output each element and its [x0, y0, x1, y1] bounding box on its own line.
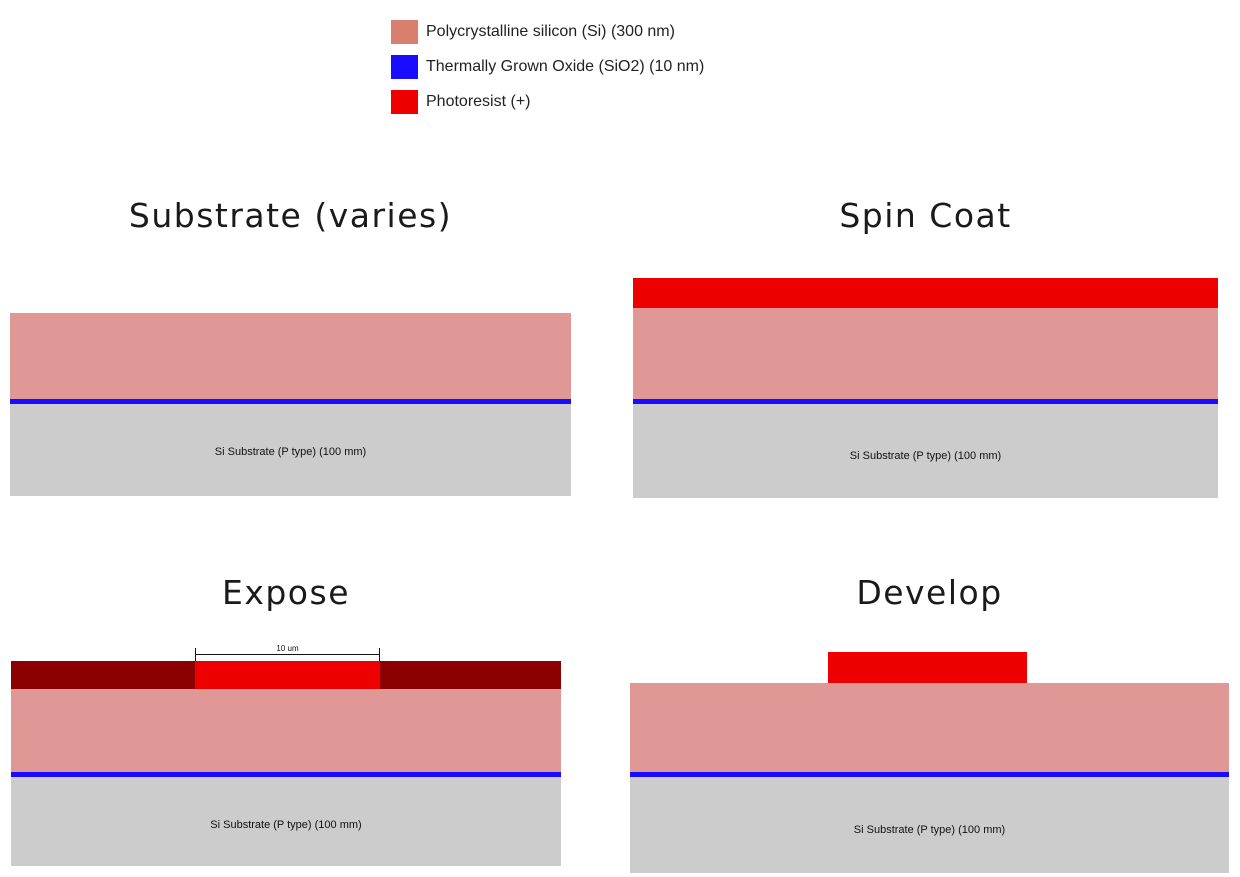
si-substrate [11, 777, 561, 866]
panel-title-expose: Expose [221, 573, 350, 612]
dimension-line [195, 654, 380, 655]
developed-photoresist [828, 652, 1027, 683]
oxide-layer [10, 399, 571, 404]
substrate-label: Si Substrate (P type) (100 mm) [849, 450, 1002, 462]
legend-label-polysilicon: Polycrystalline silicon (Si) (300 nm) [426, 23, 675, 40]
oxide-layer [633, 399, 1218, 404]
polysilicon-layer [10, 313, 571, 399]
si-substrate [633, 404, 1218, 498]
oxide-swatch [391, 55, 418, 79]
exposed-photoresist-left [11, 661, 195, 689]
substrate-label: Si Substrate (P type) (100 mm) [853, 824, 1006, 836]
photoresist-layer [633, 278, 1218, 308]
dimension-tick-right [379, 648, 380, 661]
polysilicon-layer [11, 689, 561, 772]
panel-title-substrate: Substrate (varies) [128, 196, 453, 235]
si-substrate [630, 777, 1229, 873]
panel-title-spin-coat: Spin Coat [839, 196, 1012, 235]
polysilicon-layer [630, 683, 1229, 772]
legend-label-oxide: Thermally Grown Oxide (SiO2) (10 nm) [426, 58, 705, 75]
legend-label-photoresist: Photoresist (+) [426, 93, 531, 110]
panel-title-develop: Develop [856, 573, 1003, 612]
polysilicon-swatch [391, 20, 418, 44]
substrate-label: Si Substrate (P type) (100 mm) [214, 446, 367, 458]
unexposed-photoresist [195, 661, 380, 689]
si-substrate [10, 404, 571, 496]
dimension-label: 10 um [276, 644, 299, 653]
photoresist-swatch [391, 90, 418, 114]
exposed-photoresist-right [380, 661, 561, 689]
oxide-layer [11, 772, 561, 777]
polysilicon-layer [633, 308, 1218, 399]
oxide-layer [630, 772, 1229, 777]
dimension-tick-left [195, 648, 196, 661]
substrate-label: Si Substrate (P type) (100 mm) [210, 819, 362, 831]
